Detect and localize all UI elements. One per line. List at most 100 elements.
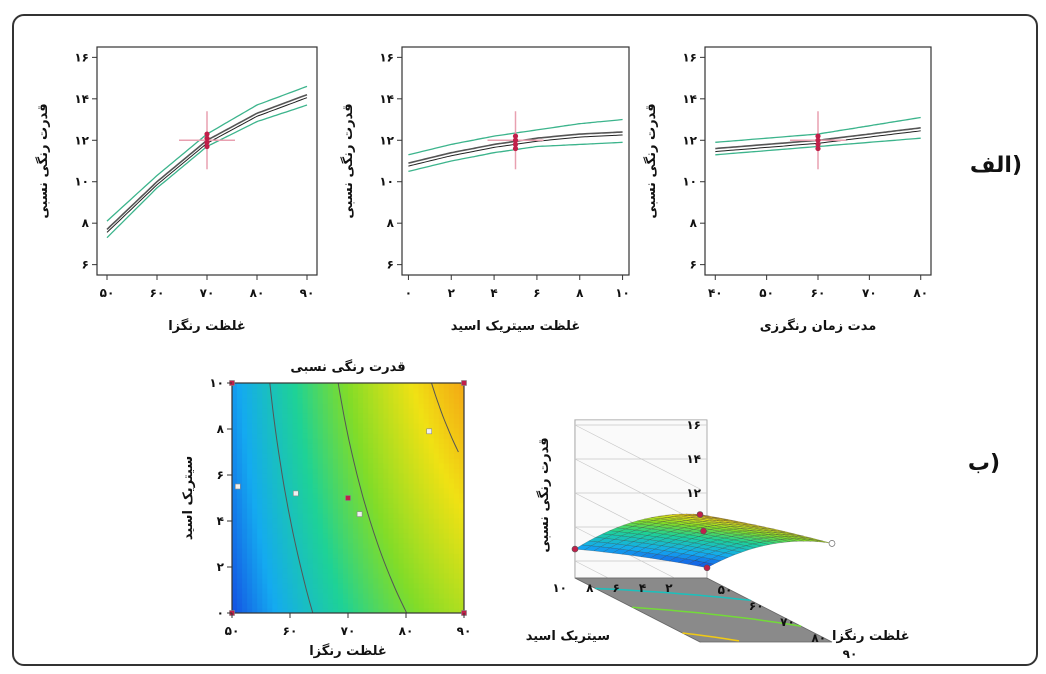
heatmap-cell: [373, 453, 379, 459]
heatmap-cell: [418, 548, 425, 554]
heatmap-cell: [292, 583, 299, 589]
heatmap-cell: [438, 433, 445, 439]
heatmap-cell: [398, 468, 405, 474]
heatmap-cell: [458, 473, 464, 479]
heatmap-cell: [312, 428, 319, 434]
heatmap-cell: [373, 603, 379, 609]
heatmap-cell: [332, 543, 339, 549]
heatmap-cell: [277, 513, 284, 519]
heatmap-cell: [312, 528, 319, 534]
heatmap-cell: [373, 548, 379, 554]
heatmap-cell: [353, 403, 359, 409]
heatmap-cell: [363, 488, 369, 494]
heatmap-cell: [418, 423, 425, 429]
heatmap-cell: [383, 513, 389, 519]
heatmap-cell: [237, 568, 243, 574]
heatmap-cell: [443, 483, 450, 489]
heatmap-cell: [438, 523, 445, 529]
heatmap-cell: [358, 538, 364, 544]
heatmap-cell: [383, 543, 389, 549]
heatmap-cell: [287, 443, 294, 449]
heatmap-cell: [277, 498, 284, 504]
heatmap-cell: [358, 573, 364, 579]
x-tick-label: ۷۰: [341, 624, 356, 638]
heatmap-cell: [312, 473, 319, 479]
heatmap-cell: [342, 408, 349, 414]
surface-plot: ۸۱۰۱۲۱۴۱۶۵۰۶۰۷۰۸۰۹۰۲۴۶۸۱۰غلظت رنگزاسیتری…: [526, 418, 910, 661]
heatmap-cell: [388, 523, 394, 529]
heatmap-cell: [267, 598, 273, 604]
heatmap-cell: [398, 428, 405, 434]
heatmap-cell: [242, 503, 248, 509]
heatmap-cell: [413, 383, 420, 389]
heatmap-cell: [247, 473, 253, 479]
heatmap-cell: [433, 388, 440, 394]
heatmap-cell: [312, 388, 319, 394]
heatmap-cell: [252, 433, 258, 439]
heatmap-cell: [453, 553, 460, 559]
heatmap-cell: [348, 383, 354, 389]
heatmap-cell: [292, 533, 299, 539]
heatmap-cell: [448, 408, 455, 414]
heatmap-cell: [257, 498, 263, 504]
heatmap-cell: [232, 443, 238, 449]
heatmap-cell: [262, 428, 268, 434]
heatmap-cell: [297, 493, 304, 499]
heatmap-cell: [252, 553, 258, 559]
heatmap-cell: [353, 398, 359, 404]
heatmap-cell: [242, 418, 248, 424]
heatmap-cell: [262, 413, 268, 419]
heatmap-cell: [393, 528, 400, 534]
heatmap-cell: [302, 603, 309, 609]
heatmap-cell: [408, 383, 415, 389]
heatmap-cell: [348, 553, 354, 559]
heatmap-cell: [247, 533, 253, 539]
heatmap-cell: [297, 578, 304, 584]
heatmap-cell: [292, 523, 299, 529]
heatmap-cell: [388, 578, 394, 584]
heatmap-cell: [448, 383, 455, 389]
heatmap-cell: [368, 548, 374, 554]
heatmap-cell: [398, 453, 405, 459]
heatmap-cell: [383, 523, 389, 529]
heatmap-cell: [277, 598, 284, 604]
heatmap-cell: [302, 543, 309, 549]
heatmap-cell: [388, 563, 394, 569]
heatmap-cell: [453, 483, 460, 489]
heatmap-cell: [458, 533, 464, 539]
heatmap-cell: [247, 548, 253, 554]
design-point: [426, 428, 433, 435]
heatmap-cell: [322, 533, 329, 539]
heatmap-cell: [327, 548, 334, 554]
heatmap-cell: [297, 523, 304, 529]
heatmap-cell: [302, 563, 309, 569]
heatmap-cell: [342, 583, 349, 589]
heatmap-cell: [257, 428, 263, 434]
heatmap-cell: [393, 578, 400, 584]
heatmap-cell: [358, 558, 364, 564]
heatmap-cell: [292, 423, 299, 429]
heatmap-cell: [332, 418, 339, 424]
x-tick-label: ۶۰: [749, 599, 764, 613]
heatmap-cell: [428, 423, 435, 429]
heatmap-cell: [292, 413, 299, 419]
heatmap-cell: [287, 553, 294, 559]
heatmap-cell: [408, 468, 415, 474]
heatmap-cell: [418, 498, 425, 504]
heatmap-cell: [388, 468, 394, 474]
heatmap-cell: [393, 468, 400, 474]
heatmap-cell: [332, 553, 339, 559]
heatmap-cell: [453, 588, 460, 594]
heatmap-cell: [378, 488, 384, 494]
heatmap-cell: [327, 438, 334, 444]
heatmap-cell: [287, 573, 294, 579]
heatmap-cell: [257, 543, 263, 549]
heatmap-cell: [327, 453, 334, 459]
heatmap-cell: [418, 413, 425, 419]
heatmap-cell: [388, 448, 394, 454]
heatmap-cell: [358, 473, 364, 479]
heatmap-cell: [267, 443, 273, 449]
heatmap-cell: [327, 503, 334, 509]
